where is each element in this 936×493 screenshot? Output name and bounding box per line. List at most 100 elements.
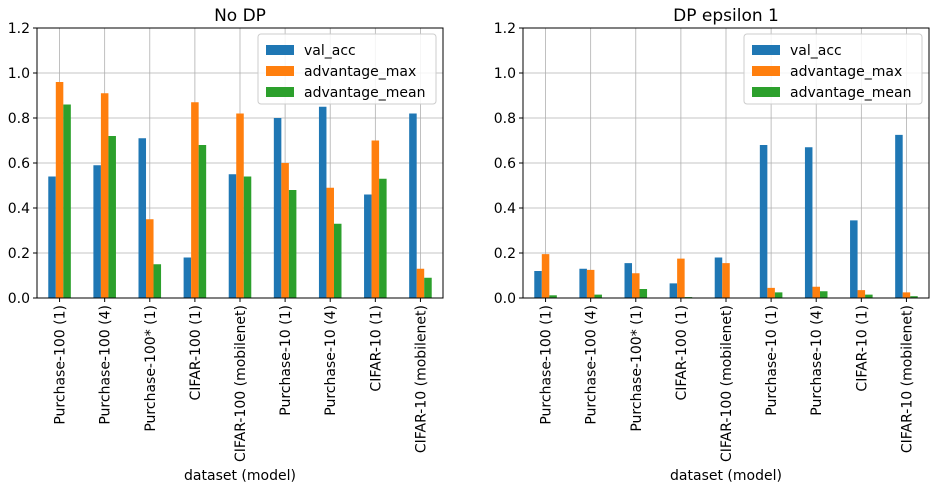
legend-label: advantage_max: [790, 64, 902, 80]
y-tick-label: 0.2: [8, 246, 30, 262]
bar: [624, 263, 633, 298]
x-tick-label: Purchase-100 (4): [98, 305, 114, 425]
x-tick-label: CIFAR-100 (mobilenet): [719, 305, 735, 462]
y-tick-label: 1.2: [8, 21, 30, 37]
bar: [850, 220, 858, 298]
bar: [632, 273, 640, 298]
x-tick-label: Purchase-100 (1): [53, 305, 69, 425]
x-tick-label: CIFAR-100 (mobilenet): [233, 305, 249, 462]
y-tick-label: 0.8: [494, 111, 516, 127]
bar: [191, 102, 199, 298]
x-tick-label: Purchase-10 (4): [323, 305, 339, 416]
bar: [93, 165, 101, 298]
bar: [108, 136, 116, 298]
bar: [318, 106, 327, 298]
bar: [594, 294, 602, 298]
bar: [714, 257, 723, 298]
y-tick-label: 0.6: [494, 156, 516, 172]
legend-label: val_acc: [790, 43, 842, 59]
bar: [379, 178, 387, 298]
x-tick-label: CIFAR-10 (mobilenet): [899, 305, 915, 453]
x-tick-label: Purchase-100* (1): [143, 305, 159, 432]
legend-label: advantage_max: [304, 64, 416, 80]
bar: [228, 174, 237, 298]
legend-swatch: [752, 45, 780, 55]
bar: [541, 254, 550, 298]
bar: [63, 104, 71, 298]
legend-swatch: [266, 87, 294, 97]
chart-panel-1: 0.0 0.2 0.4 0.6 0.8 1.0 1.2 Purchase-100 (1) Pur…: [494, 6, 930, 484]
bar: [424, 277, 432, 298]
bar: [534, 271, 542, 298]
legend-swatch: [752, 66, 780, 76]
bar: [722, 263, 730, 298]
y-tick-label: 0.6: [8, 156, 30, 172]
x-tick-label: CIFAR-10 (mobilenet): [413, 305, 429, 453]
bar: [288, 190, 297, 298]
bar: [812, 286, 820, 298]
chart-title: DP epsilon 1: [673, 6, 779, 26]
bar: [146, 219, 154, 298]
legend-box: [743, 33, 923, 105]
y-tick-label: 1.2: [494, 21, 516, 37]
bar: [677, 258, 685, 298]
bar: [100, 93, 109, 298]
legend-swatch: [266, 66, 294, 76]
chart-panel-0: 0.0 0.2 0.4 0.6 0.8 1.0 1.2 Purchase-100 (1) Pur…: [8, 6, 444, 484]
x-axis-label: dataset (model): [184, 468, 296, 484]
y-tick-label: 0.4: [494, 201, 516, 217]
x-tick-label: CIFAR-100 (1): [188, 305, 204, 400]
x-tick-label: CIFAR-10 (1): [854, 305, 870, 392]
chart-title: No DP: [214, 6, 266, 26]
x-tick-label: Purchase-10 (1): [764, 305, 780, 416]
x-tick-label: CIFAR-100 (1): [674, 305, 690, 400]
bar: [910, 296, 918, 298]
bar: [281, 163, 289, 298]
legend-swatch: [266, 45, 294, 55]
bar: [198, 145, 207, 298]
bar: [549, 295, 557, 298]
y-tick-label: 0.2: [494, 246, 516, 262]
y-tick-label: 0.4: [8, 201, 30, 217]
legend-swatch: [752, 87, 780, 97]
bar: [902, 292, 911, 298]
bar: [371, 140, 380, 298]
legend-label: val_acc: [304, 43, 356, 59]
bar: [48, 176, 56, 298]
bar: [759, 145, 768, 298]
bar: [183, 257, 192, 298]
bar: [579, 268, 587, 298]
bar: [273, 118, 282, 298]
bar: [669, 283, 678, 298]
y-tick-label: 0.8: [8, 111, 30, 127]
y-tick-label: 1.0: [494, 66, 516, 82]
x-tick-label: CIFAR-10 (1): [368, 305, 384, 392]
bar: [55, 82, 64, 298]
y-tick-label: 0.0: [494, 291, 516, 307]
y-tick-label: 1.0: [8, 66, 30, 82]
x-tick-label: Purchase-100* (1): [629, 305, 645, 432]
bar: [767, 287, 775, 298]
x-tick-label: Purchase-10 (4): [809, 305, 825, 416]
bar: [586, 269, 595, 298]
bar: [804, 147, 813, 298]
bar: [895, 134, 903, 298]
bar: [774, 292, 783, 298]
bar: [416, 268, 425, 298]
bar: [639, 289, 648, 298]
legend-box: [257, 33, 437, 105]
bar: [333, 223, 342, 298]
bar: [857, 290, 866, 298]
bar: [326, 187, 334, 298]
bar: [865, 294, 873, 298]
legend-label: advantage_mean: [790, 85, 911, 101]
y-tick-label: 0.0: [8, 291, 30, 307]
bar: [236, 113, 244, 298]
bar: [364, 194, 372, 298]
x-tick-label: Purchase-100 (4): [584, 305, 600, 425]
bar: [819, 291, 828, 298]
bar: [409, 113, 417, 298]
legend: val_acc advantage_max advantage_mean: [743, 33, 923, 105]
